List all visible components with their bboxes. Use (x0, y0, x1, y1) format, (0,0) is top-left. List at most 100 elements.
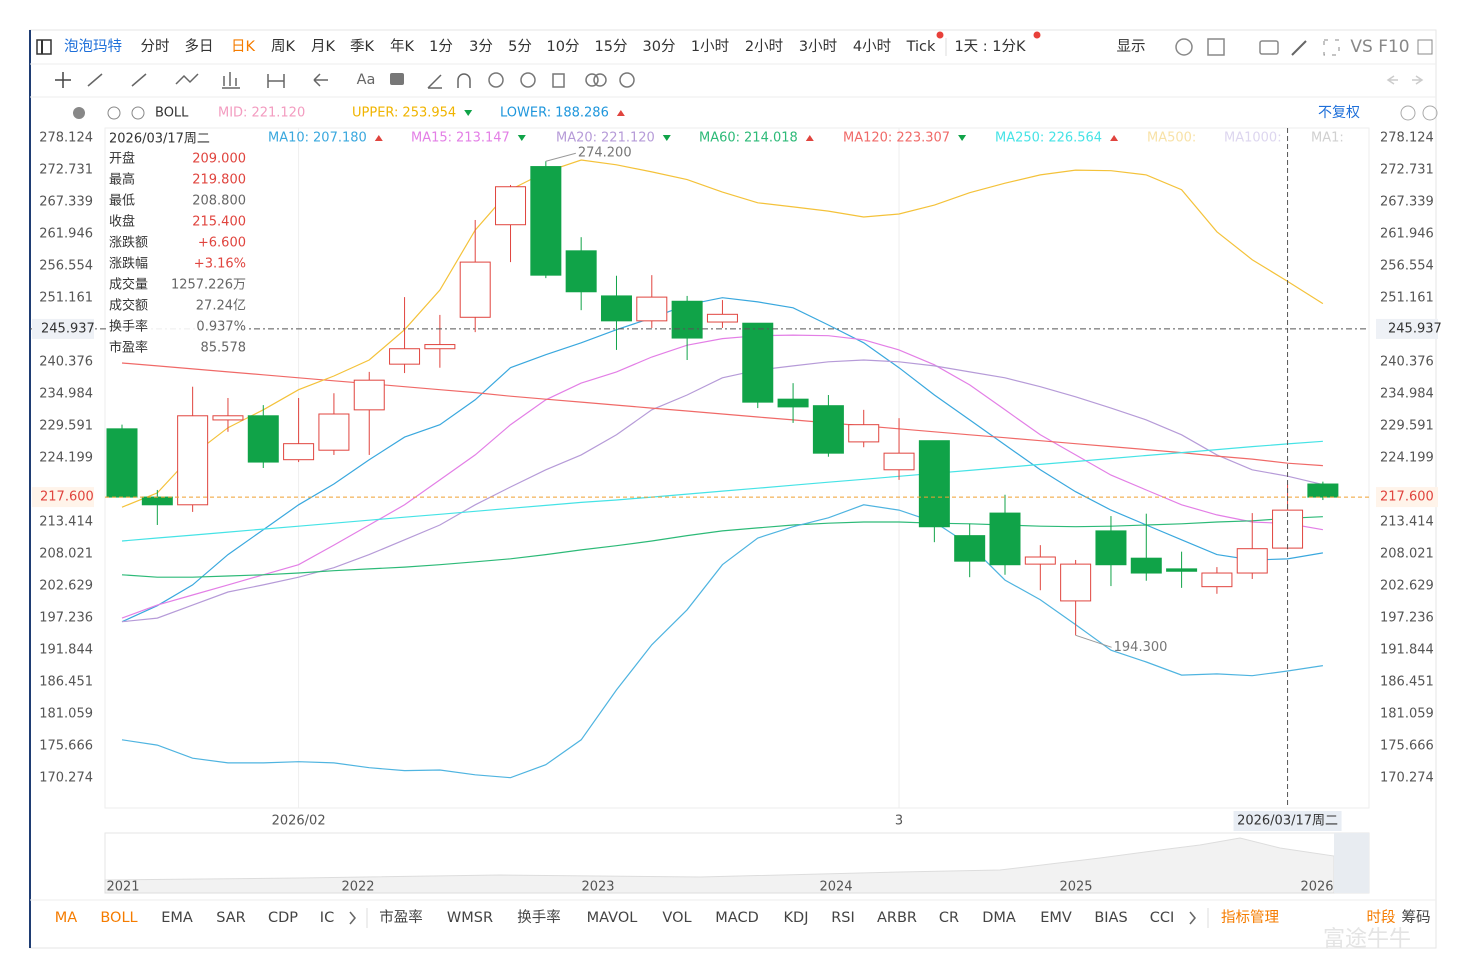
layout-icon[interactable] (1207, 38, 1225, 56)
y-tick-label: 191.844 (39, 642, 93, 657)
indicator-close[interactable] (131, 106, 145, 120)
sidebar-icon[interactable] (36, 39, 52, 55)
y-tick-label: 234.984 (1380, 386, 1434, 401)
draw-tools[interactable] (427, 73, 471, 89)
candle-body (212, 415, 244, 421)
tab-scroll[interactable] (349, 911, 1196, 925)
indicator-tab[interactable]: CR (939, 910, 959, 926)
info-label: 市盈率 (109, 340, 148, 356)
y-tick-label: 175.666 (39, 738, 93, 753)
line-tool[interactable] (87, 73, 103, 87)
period-tab[interactable]: 30分 (643, 38, 676, 55)
display-menu[interactable]: 显示 (1117, 39, 1146, 55)
indicator-tab[interactable]: 换手率 (517, 909, 561, 926)
period-tab[interactable]: 3小时 (799, 38, 837, 55)
indicator-tab[interactable]: BOLL (100, 910, 137, 926)
indicator-tab[interactable]: CCI (1150, 910, 1175, 926)
camera-icon[interactable] (1259, 40, 1279, 55)
compare-f10[interactable]: VS F10 (1350, 37, 1409, 57)
indicator-tab[interactable]: WMSR (447, 910, 493, 926)
info-label: 成交量 (109, 277, 148, 293)
adjust-toggle[interactable]: 不复权 (1318, 104, 1360, 121)
period-tab[interactable]: 日K (231, 39, 255, 55)
period-tab[interactable]: 季K (350, 38, 374, 55)
trend-arrow (1110, 135, 1119, 141)
settings-tool[interactable] (619, 72, 635, 88)
indicator-tab[interactable]: DMA (982, 910, 1016, 926)
indicator-tab[interactable]: MA (55, 910, 78, 926)
indicator-tab[interactable]: EMA (161, 910, 193, 926)
indicator-tab[interactable]: VOL (662, 910, 691, 926)
indicator-tab[interactable]: KDJ (784, 910, 809, 926)
indicator-tab[interactable]: CDP (268, 910, 298, 926)
y-tick-label: 251.161 (1380, 290, 1434, 305)
indicator-manage[interactable]: 指标管理 (1221, 909, 1279, 926)
move-tool[interactable] (55, 72, 71, 88)
period-tab[interactable]: 5分 (508, 38, 532, 55)
period-tab[interactable]: Tick (906, 39, 936, 55)
compare-tool[interactable] (585, 73, 599, 87)
indicator-tab[interactable]: 市盈率 (379, 909, 423, 926)
y-tick-label: 170.274 (39, 770, 93, 785)
candle-body (1201, 572, 1233, 588)
period-tab[interactable]: 分时 (141, 38, 170, 55)
compare-tool[interactable] (593, 73, 607, 87)
right-tab[interactable]: 时段 (1367, 909, 1396, 926)
hide-tool[interactable] (520, 72, 536, 88)
period-tab[interactable]: 15分 (595, 38, 628, 55)
info-label: 成交额 (109, 298, 148, 314)
period-tab[interactable]: 1天 : 1分K (954, 38, 1026, 55)
collapse-icon[interactable] (73, 107, 85, 119)
indicator-tab[interactable]: MACD (715, 910, 758, 926)
zoom-in[interactable] (1422, 105, 1438, 121)
indicator-tab[interactable]: ARBR (877, 910, 917, 926)
period-tab[interactable]: 1小时 (691, 38, 729, 55)
zoom-out[interactable] (1400, 105, 1416, 121)
navigator-year: 2025 (1059, 880, 1092, 895)
candle-body (600, 295, 632, 322)
indicator-line (121, 440, 1323, 542)
info-label: 开盘 (109, 151, 135, 167)
note-tool[interactable] (390, 73, 404, 85)
window-icon[interactable] (1417, 39, 1433, 55)
right-tab[interactable]: 筹码 (1402, 909, 1431, 926)
indicator-settings[interactable] (107, 106, 121, 120)
font-tool[interactable]: Aa (357, 72, 376, 88)
info-value: 27.24亿 (196, 299, 246, 314)
trend-arrow (958, 135, 967, 141)
settings-icon[interactable] (1175, 38, 1193, 56)
fullscreen-icon[interactable] (1323, 39, 1340, 56)
y-tick-label: 229.591 (39, 418, 93, 433)
delete-tool[interactable] (552, 73, 565, 88)
indicator-tab[interactable]: SAR (216, 910, 245, 926)
period-tab[interactable]: 月K (311, 39, 335, 55)
indicator-tab[interactable]: IC (320, 910, 334, 926)
last-price-label-bg (1376, 487, 1438, 508)
period-tab[interactable]: 年K (390, 38, 414, 55)
indicator-tab[interactable]: MAVOL (587, 910, 638, 926)
stock-name[interactable]: 泡泡玛特 (64, 38, 122, 55)
indicator-tab[interactable]: EMV (1040, 910, 1072, 926)
y-tick-label: 240.376 (39, 354, 93, 369)
indicator-tab[interactable]: BIAS (1094, 910, 1127, 926)
period-tab[interactable]: 2小时 (745, 38, 783, 55)
y-tick-label: 278.124 (39, 130, 93, 145)
navigator-year: 2023 (581, 880, 614, 895)
lock-tool[interactable] (488, 72, 504, 88)
period-tab[interactable]: 多日 (185, 38, 214, 55)
undo-redo[interactable] (1386, 75, 1424, 85)
candle-body (318, 413, 350, 451)
period-tab[interactable]: 4小时 (853, 38, 891, 55)
y-tick-label: 213.414 (39, 514, 93, 529)
indicator-line (121, 334, 1324, 619)
draw-tools[interactable] (131, 73, 199, 87)
navigator-window[interactable] (1334, 833, 1369, 893)
period-tab[interactable]: 3分 (469, 38, 493, 55)
period-tab[interactable]: 10分 (547, 38, 580, 55)
pen-icon[interactable] (1291, 40, 1307, 56)
indicator-tab[interactable]: RSI (831, 910, 855, 926)
period-tab[interactable]: 1分 (429, 38, 453, 55)
draw-tools[interactable] (222, 72, 328, 89)
period-tab[interactable]: 周K (271, 39, 295, 55)
